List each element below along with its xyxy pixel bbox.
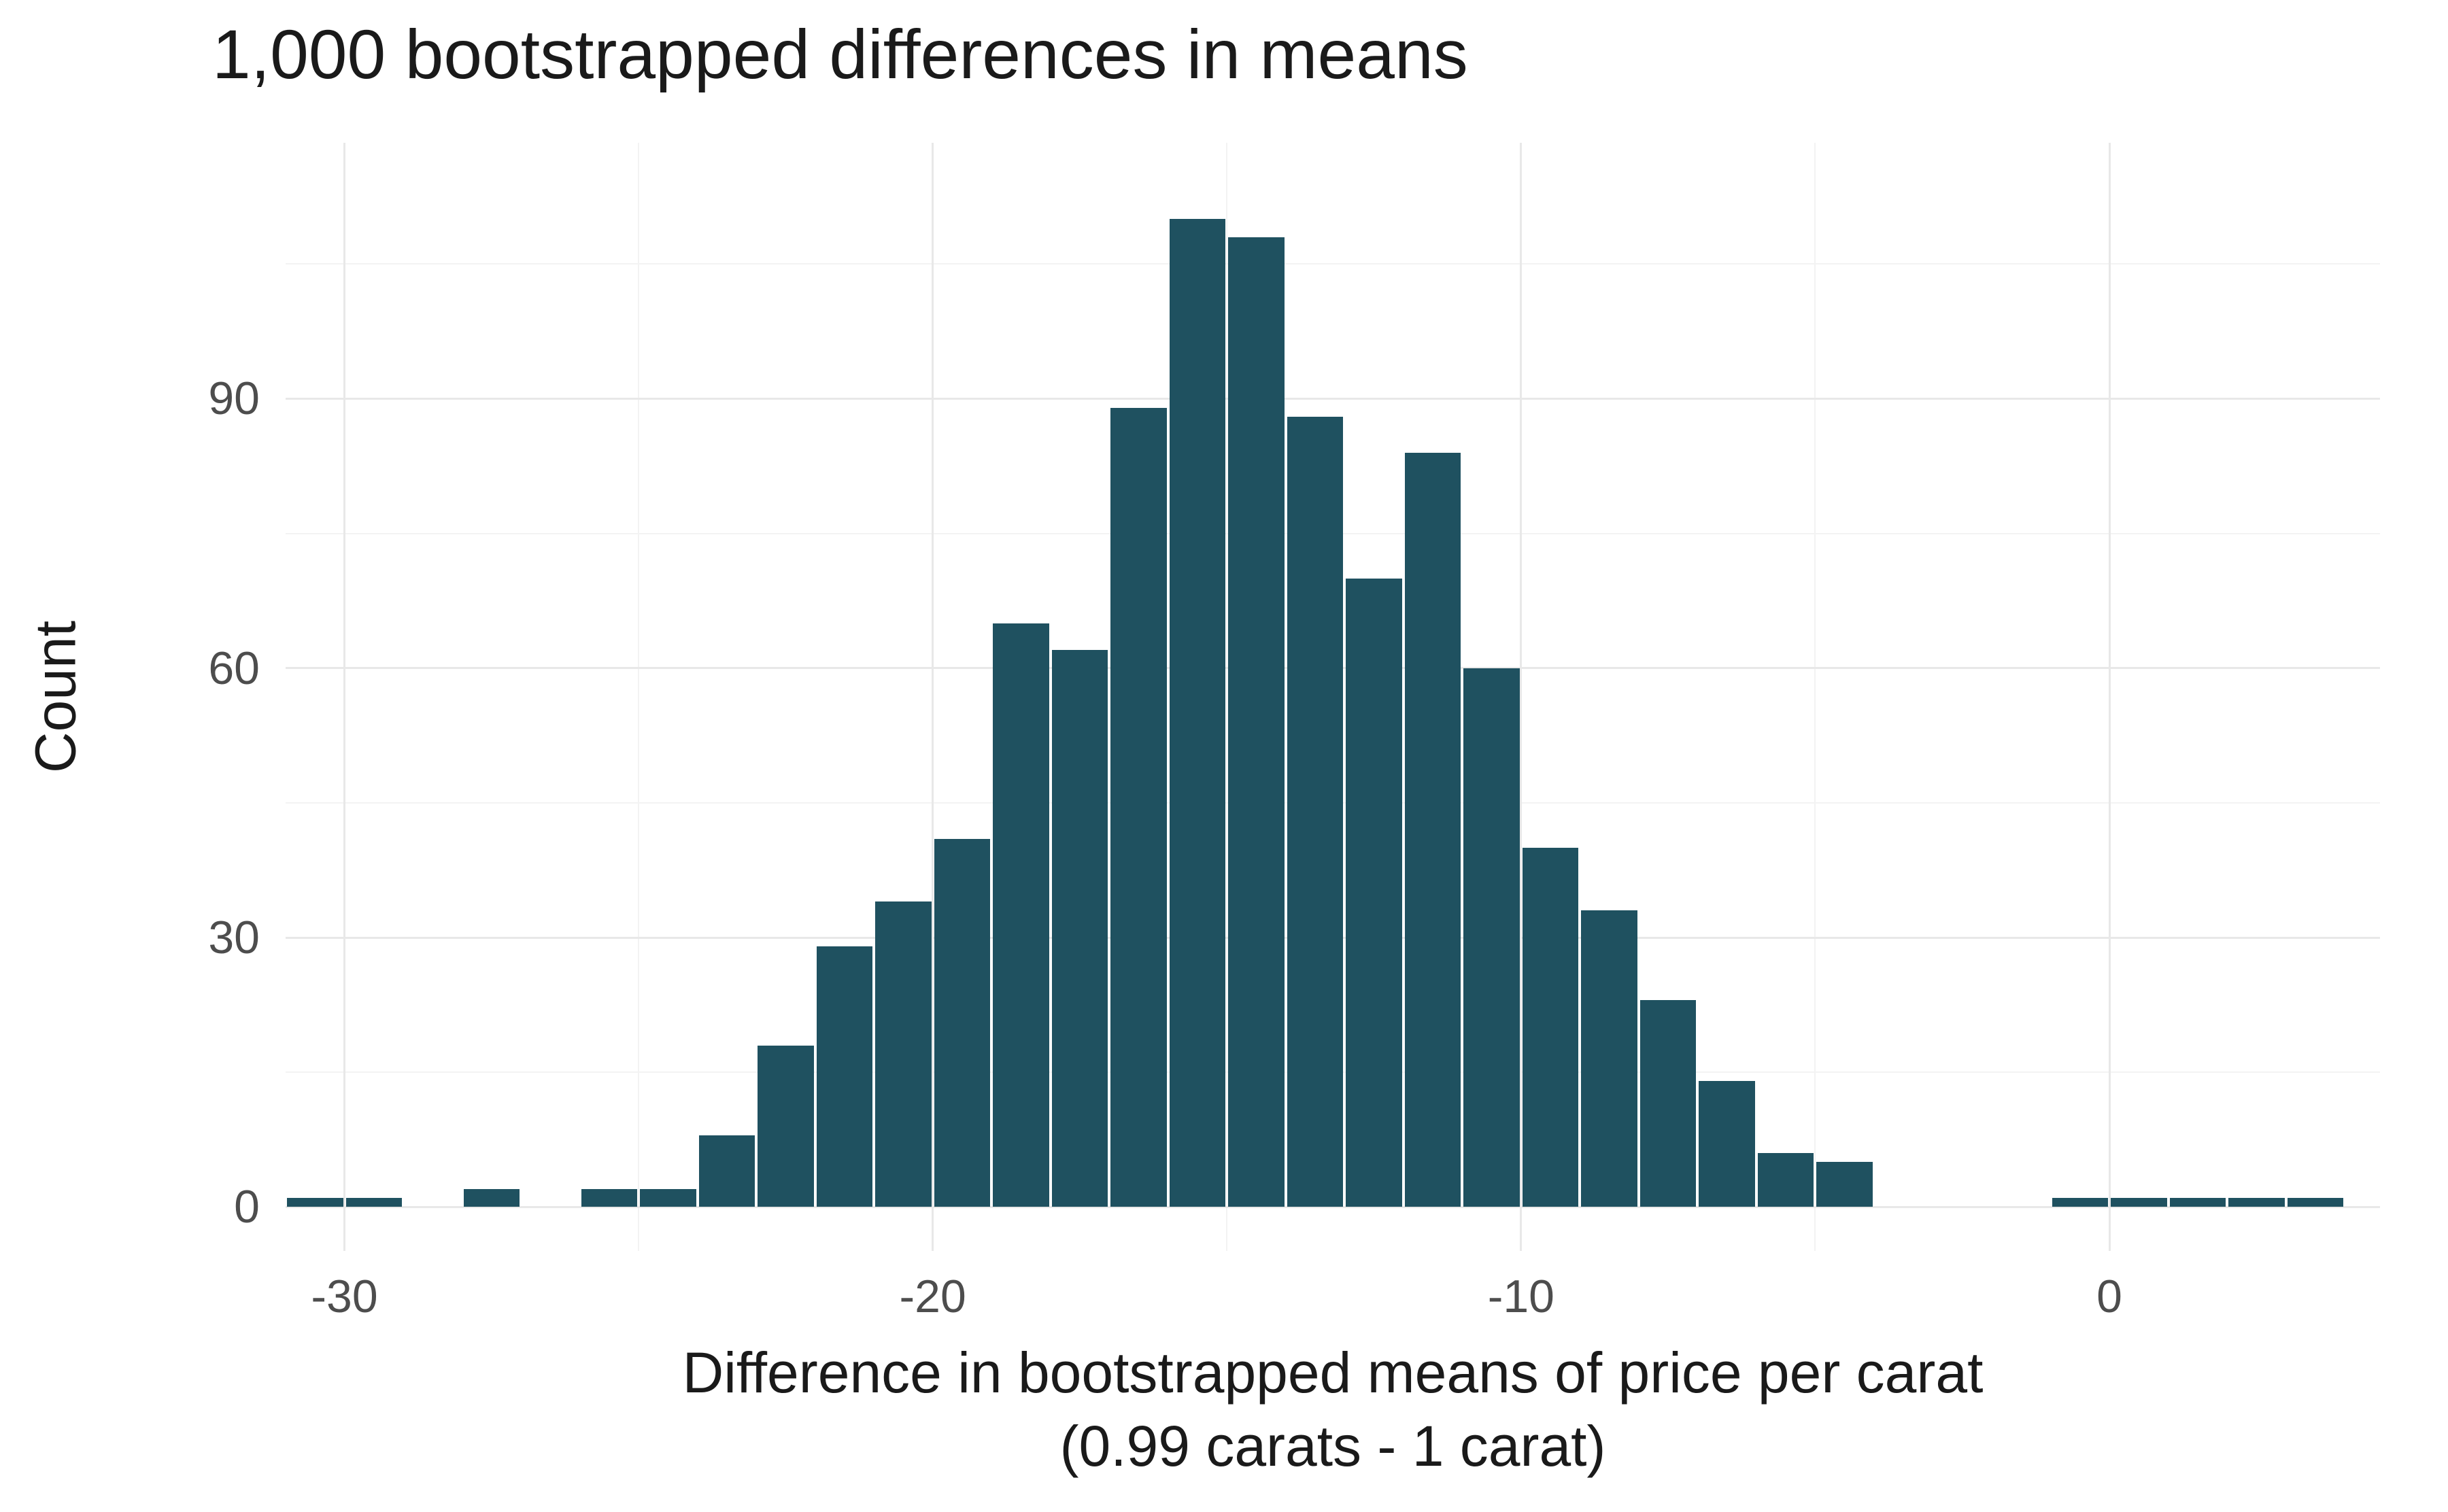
histogram-bar xyxy=(1404,452,1461,1207)
histogram-bar xyxy=(698,1135,755,1207)
histogram-bar xyxy=(1346,578,1402,1207)
histogram-bar xyxy=(1463,668,1520,1207)
y-tick-label: 0 xyxy=(234,1181,260,1233)
histogram-bar xyxy=(1816,1162,1873,1207)
histogram-bar xyxy=(1699,1081,1755,1207)
histogram-bar xyxy=(1228,237,1285,1207)
histogram-bar xyxy=(993,623,1049,1207)
histogram-bar xyxy=(2287,1198,2344,1207)
x-tick-label: -20 xyxy=(899,1271,966,1322)
histogram-bar xyxy=(463,1188,520,1207)
x-gridline-minor xyxy=(638,143,640,1251)
x-axis-title-line1: Difference in bootstrapped means of pric… xyxy=(682,1341,1984,1405)
histogram-bar xyxy=(2169,1198,2226,1207)
histogram-bar xyxy=(1169,219,1226,1207)
histogram-bar xyxy=(1287,416,1344,1207)
chart-title: 1,000 bootstrapped differences in means xyxy=(212,16,1468,93)
x-gridline-major xyxy=(932,143,934,1251)
histogram-bar xyxy=(345,1198,403,1207)
y-axis-title: Count xyxy=(23,620,88,774)
histogram-bar xyxy=(2228,1198,2285,1207)
histogram-bar xyxy=(875,901,932,1207)
histogram-bar xyxy=(1581,910,1637,1207)
y-gridline-major xyxy=(286,1205,2380,1208)
y-gridline-major xyxy=(286,397,2380,400)
histogram-bar xyxy=(816,946,873,1207)
histogram-bar xyxy=(1110,407,1167,1207)
x-axis-title-line2: (0.99 carats - 1 carat) xyxy=(1059,1414,1606,1478)
histogram-bar xyxy=(758,1045,814,1207)
x-gridline-minor xyxy=(1814,143,1816,1251)
histogram-bar xyxy=(640,1188,696,1207)
histogram-bar xyxy=(2111,1198,2167,1207)
y-tick-label: 30 xyxy=(208,912,260,963)
histogram-bar xyxy=(1051,650,1108,1207)
x-tick-label: -30 xyxy=(311,1271,378,1322)
x-gridline-major xyxy=(1520,143,1523,1251)
y-gridline-minor xyxy=(286,263,2380,265)
histogram-bar xyxy=(287,1198,343,1207)
x-tick-label: -10 xyxy=(1487,1271,1554,1322)
y-tick-label: 90 xyxy=(208,373,260,425)
histogram-bar xyxy=(2052,1198,2109,1207)
histogram-bar xyxy=(1639,1000,1697,1207)
x-gridline-minor xyxy=(1226,143,1228,1251)
plot-panel xyxy=(286,143,2380,1251)
histogram-bar xyxy=(581,1188,638,1207)
y-tick-label: 60 xyxy=(208,642,260,694)
x-gridline-major xyxy=(2108,143,2111,1251)
histogram-bar xyxy=(1522,847,1579,1207)
histogram-bar xyxy=(934,838,991,1207)
x-axis-title: Difference in bootstrapped means of pric… xyxy=(286,1336,2380,1483)
histogram-bar xyxy=(1757,1153,1814,1207)
x-gridline-major xyxy=(343,143,346,1251)
x-tick-label: 0 xyxy=(2096,1271,2122,1322)
